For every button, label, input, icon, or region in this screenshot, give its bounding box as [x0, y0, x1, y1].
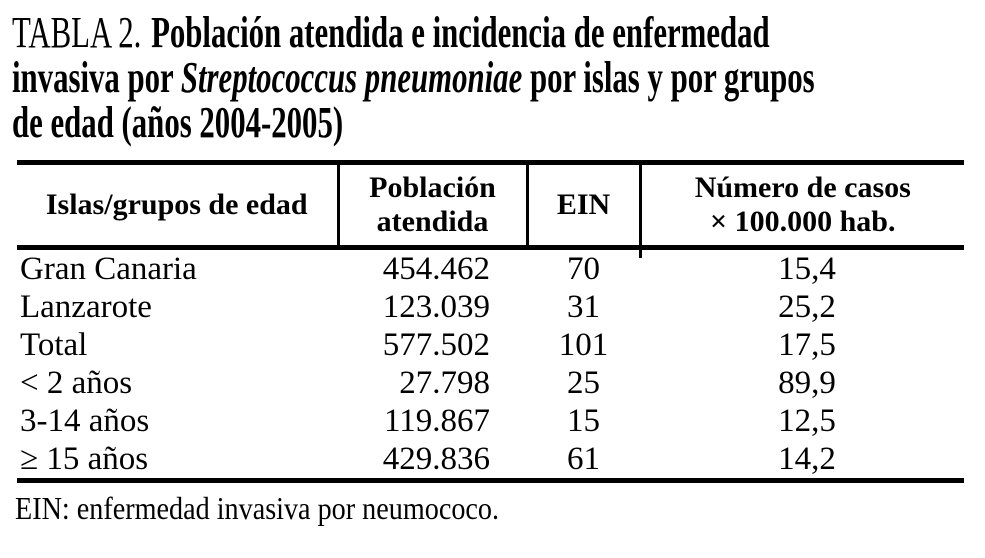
data-table: Islas/grupos de edad Población atendida …	[17, 160, 964, 483]
cell-poblacion-atendida: 429.836	[338, 440, 527, 483]
column-header-ein: EIN	[525, 162, 640, 250]
column-header-casos: Número de casos × 100.000 hab.	[638, 162, 964, 250]
cell-island-group: Total	[20, 326, 88, 363]
cell-poblacion-atendida: 577.502	[382, 326, 490, 363]
table-caption-number: TABLA 2.	[12, 8, 142, 57]
cell-ein: 25	[567, 364, 600, 401]
cell-casos-per-100000: 14,2	[640, 440, 964, 483]
table-caption-line1: Población atendida e incidencia de enfer…	[151, 8, 770, 57]
table-row: Total 577.502 101 17,5	[17, 326, 964, 364]
cell-ein: 15	[567, 402, 600, 439]
cell-ein: 31	[567, 288, 600, 325]
column-header-casos-line2: × 100.000 hab.	[710, 205, 896, 238]
table-row: < 2 años 27.798 25 89,9	[17, 364, 964, 402]
table-caption: TABLA 2. Población atendida e incidencia …	[12, 10, 815, 145]
table-caption-species-name: Streptococcus pneumoniae	[180, 53, 523, 102]
table-caption-line3: de edad (años 2004-2005)	[12, 98, 344, 147]
cell-island-group: Gran Canaria	[20, 250, 197, 287]
cell-casos-per-100000: 89,9	[778, 364, 836, 401]
column-divider-tick	[639, 250, 642, 258]
cell-casos-per-100000: 12,5	[778, 402, 836, 439]
cell-poblacion-atendida: 27.798	[399, 364, 490, 401]
cell-poblacion-atendida: 454.462	[382, 250, 490, 287]
cell-casos-per-100000: 15,4	[778, 250, 836, 287]
cell-island-group: < 2 años	[20, 364, 133, 401]
column-header-poblacion: Población atendida	[336, 162, 527, 250]
column-header-poblacion-line2: atendida	[376, 205, 489, 238]
table-body: Gran Canaria 454.462 70 15,4 Lanzarote 1…	[17, 248, 964, 483]
table-row: ≥ 15 años 429.836 61 14,2	[17, 440, 964, 483]
table-row: 3-14 años 119.867 15 12,5	[17, 402, 964, 440]
table-header: Islas/grupos de edad Población atendida …	[17, 162, 964, 250]
cell-ein: 61	[527, 440, 640, 483]
cell-island-group: 3-14 años	[20, 402, 150, 439]
table-row: Gran Canaria 454.462 70 15,4	[17, 248, 964, 289]
cell-casos-per-100000: 17,5	[778, 326, 836, 363]
table-row: Lanzarote 123.039 31 25,2	[17, 288, 964, 326]
cell-island-group: ≥ 15 años	[17, 440, 338, 483]
cell-ein: 70	[567, 250, 600, 287]
cell-poblacion-atendida: 123.039	[382, 288, 490, 325]
column-header-poblacion-line1: Población	[369, 171, 496, 204]
table-caption-line2-post: por islas y por grupos	[522, 53, 815, 102]
cell-island-group: Lanzarote	[20, 288, 152, 325]
cell-ein: 101	[558, 326, 609, 363]
footnote: EIN: enfermedad invasiva por neumococo.	[15, 490, 500, 526]
cell-poblacion-atendida: 119.867	[383, 402, 490, 439]
cell-casos-per-100000: 25,2	[778, 288, 836, 325]
header-row: Islas/grupos de edad Población atendida …	[17, 162, 964, 250]
column-header-islas-grupos: Islas/grupos de edad	[17, 162, 338, 250]
table-caption-line2-pre: invasiva por	[12, 53, 181, 102]
column-header-casos-line1: Número de casos	[694, 171, 911, 204]
